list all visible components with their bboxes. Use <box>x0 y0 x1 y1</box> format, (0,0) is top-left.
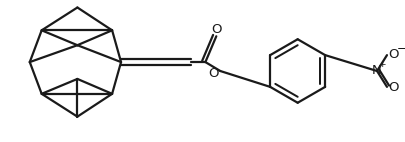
Text: O: O <box>208 67 218 81</box>
Text: O: O <box>388 48 398 61</box>
Text: O: O <box>211 23 221 36</box>
Text: N: N <box>371 64 381 78</box>
Text: O: O <box>388 81 398 94</box>
Text: −: − <box>396 42 405 55</box>
Text: +: + <box>377 59 385 69</box>
